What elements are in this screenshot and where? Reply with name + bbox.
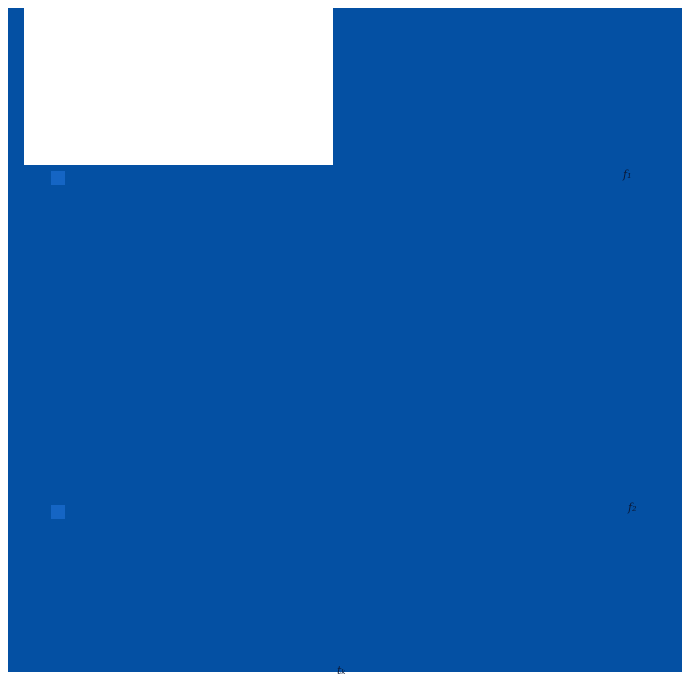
unfilled-notch-region (24, 0, 333, 165)
x-axis-label: tₖ (337, 664, 346, 677)
panel-1-marker-square (51, 171, 65, 185)
panel-2-marker-square (51, 505, 65, 519)
panel-2-right-label: f₂ (628, 501, 637, 514)
panel-1-right-label: f₁ (623, 168, 632, 181)
